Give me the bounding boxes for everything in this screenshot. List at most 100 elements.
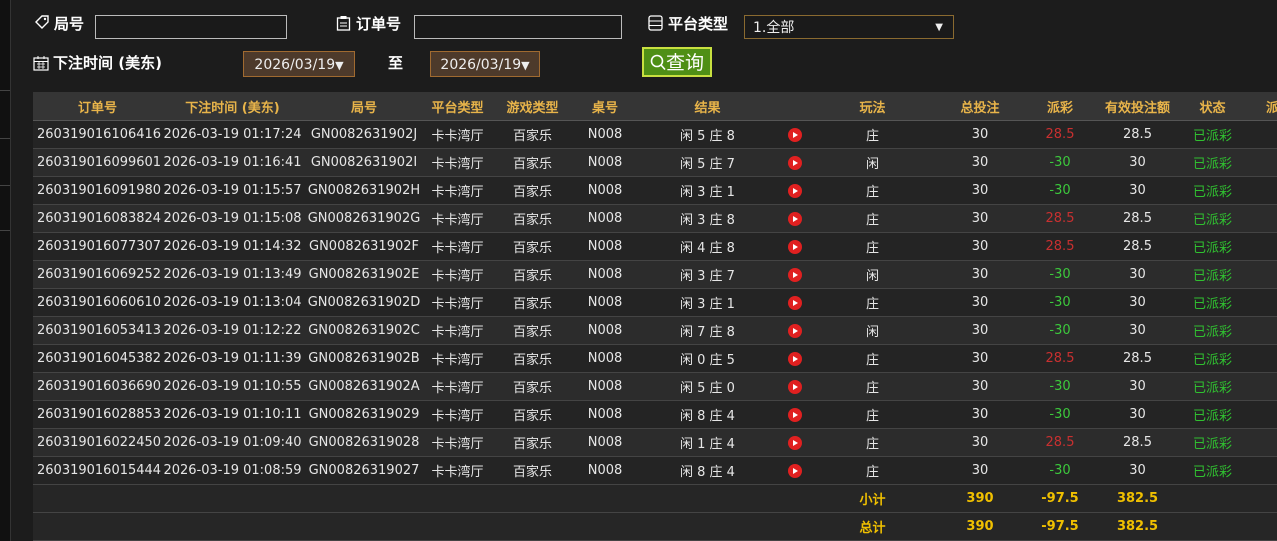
cell: 260319016015444 bbox=[33, 456, 162, 485]
cell: 2026-03-19 01:13:49 bbox=[162, 260, 303, 289]
play-icon[interactable] bbox=[788, 323, 802, 338]
play-icon[interactable] bbox=[788, 351, 802, 366]
cell: 已派彩 bbox=[1180, 456, 1245, 485]
cell: 30 bbox=[935, 120, 1025, 149]
round-input[interactable] bbox=[95, 15, 287, 39]
dropdown-arrow: ▼ bbox=[935, 22, 943, 33]
cell bbox=[1245, 148, 1277, 177]
cell: 2026-03-19 01:13:04 bbox=[162, 288, 303, 317]
play-icon[interactable] bbox=[788, 435, 802, 450]
cell: 庄 bbox=[810, 232, 935, 261]
cell: 庄 bbox=[810, 400, 935, 429]
round-label: 局号 bbox=[54, 15, 85, 33]
cell: 卡卡湾厅 bbox=[425, 148, 490, 177]
cell bbox=[1245, 456, 1277, 485]
play-icon[interactable] bbox=[788, 239, 802, 254]
cell bbox=[780, 120, 810, 149]
cell: 2026-03-19 01:16:41 bbox=[162, 148, 303, 177]
column-header: 状态 bbox=[1180, 92, 1245, 121]
cell: N008 bbox=[575, 400, 635, 429]
date-to[interactable]: 2026/03/19▼ bbox=[430, 51, 540, 77]
cell: 30 bbox=[1095, 176, 1180, 205]
calendar-icon bbox=[33, 56, 49, 71]
cell bbox=[780, 344, 810, 373]
cell: GN0082631902I bbox=[303, 148, 425, 177]
column-header: 游戏类型 bbox=[490, 92, 575, 121]
play-icon[interactable] bbox=[788, 183, 802, 198]
cell: 闲 8 庄 4 bbox=[635, 456, 780, 485]
cell: 庄 bbox=[810, 176, 935, 205]
cell: 30 bbox=[1095, 288, 1180, 317]
summary-cell: 382.5 bbox=[1095, 484, 1180, 513]
cell: N008 bbox=[575, 456, 635, 485]
cell: 卡卡湾厅 bbox=[425, 260, 490, 289]
summary-row: 小计 390 -97.5 382.5 bbox=[33, 484, 1277, 513]
cell: 260319016099601 bbox=[33, 148, 162, 177]
cell: 30 bbox=[935, 204, 1025, 233]
play-icon[interactable] bbox=[788, 407, 802, 422]
cell: 28.5 bbox=[1095, 232, 1180, 261]
cell: 260319016091980 bbox=[33, 176, 162, 205]
play-icon[interactable] bbox=[788, 267, 802, 282]
cell: 闲 8 庄 4 bbox=[635, 400, 780, 429]
cell: 已派彩 bbox=[1180, 372, 1245, 401]
cell bbox=[1245, 260, 1277, 289]
cell bbox=[780, 260, 810, 289]
cell bbox=[780, 204, 810, 233]
cell: 2026-03-19 01:15:08 bbox=[162, 204, 303, 233]
date-from[interactable]: 2026/03/19▼ bbox=[243, 51, 355, 77]
search-text: 查询 bbox=[665, 52, 704, 74]
cell: 28.5 bbox=[1095, 344, 1180, 373]
cell bbox=[33, 484, 810, 513]
platform-select[interactable]: 1.全部 ▼ bbox=[744, 15, 954, 39]
cell: 30 bbox=[1095, 456, 1180, 485]
cell: 庄 bbox=[810, 372, 935, 401]
table-row: 260319016015444 2026-03-19 01:08:59 GN0082… bbox=[33, 456, 1277, 485]
bet-table: 订单号 下注时间 (美东) 局号 平台类型 游戏类型 桌号 结果 玩法 总投注 派彩 有效投注额 状态… bbox=[33, 92, 1277, 541]
summary-cell: 382.5 bbox=[1095, 512, 1180, 541]
cell: 2026-03-19 01:17:24 bbox=[162, 120, 303, 149]
cell bbox=[1180, 512, 1245, 541]
summary-cell: 390 bbox=[935, 484, 1025, 513]
cell: GN0082631902A bbox=[303, 372, 425, 401]
summary-row: 总计 390 -97.5 382.5 bbox=[33, 512, 1277, 541]
cell: 2026-03-19 01:15:57 bbox=[162, 176, 303, 205]
cell: 30 bbox=[935, 148, 1025, 177]
cell: 30 bbox=[935, 372, 1025, 401]
dropdown-arrow: ▼ bbox=[335, 59, 344, 72]
cell: 2026-03-19 01:09:40 bbox=[162, 428, 303, 457]
cell: 2026-03-19 01:12:22 bbox=[162, 316, 303, 345]
cell: 百家乐 bbox=[490, 148, 575, 177]
play-icon[interactable] bbox=[788, 463, 802, 478]
header-row: 订单号 下注时间 (美东) 局号 平台类型 游戏类型 桌号 结果 玩法 总投注 派彩 有效投注额 状态… bbox=[33, 92, 1277, 121]
cell: GN0082631902B bbox=[303, 344, 425, 373]
platform-label: 平台类型 bbox=[668, 15, 729, 33]
cell: 卡卡湾厅 bbox=[425, 428, 490, 457]
cell: GN0082631902G bbox=[303, 204, 425, 233]
cell bbox=[780, 456, 810, 485]
play-icon[interactable] bbox=[788, 155, 802, 170]
cell: 30 bbox=[935, 344, 1025, 373]
summary-cell: 390 bbox=[935, 512, 1025, 541]
cell: GN0082631902H bbox=[303, 176, 425, 205]
summary-cell: -97.5 bbox=[1025, 484, 1095, 513]
play-icon[interactable] bbox=[788, 295, 802, 310]
cell: N008 bbox=[575, 232, 635, 261]
order-input[interactable] bbox=[414, 15, 622, 39]
play-icon[interactable] bbox=[788, 127, 802, 142]
cell: 百家乐 bbox=[490, 428, 575, 457]
play-icon[interactable] bbox=[788, 211, 802, 226]
search-button[interactable]: 查询 bbox=[642, 47, 712, 77]
column-header: 平台类型 bbox=[425, 92, 490, 121]
cell: 闲 3 庄 1 bbox=[635, 288, 780, 317]
cell bbox=[780, 232, 810, 261]
cell: 2026-03-19 01:08:59 bbox=[162, 456, 303, 485]
cell: -30 bbox=[1025, 176, 1095, 205]
cell: 卡卡湾厅 bbox=[425, 400, 490, 429]
cell: GN00826319028 bbox=[303, 428, 425, 457]
cell: 已派彩 bbox=[1180, 232, 1245, 261]
table-body: 260319016106416 2026-03-19 01:17:24 GN0082… bbox=[33, 120, 1277, 541]
table-row: 260319016077307 2026-03-19 01:14:32 GN0082… bbox=[33, 232, 1277, 261]
cell: 30 bbox=[935, 232, 1025, 261]
play-icon[interactable] bbox=[788, 379, 802, 394]
